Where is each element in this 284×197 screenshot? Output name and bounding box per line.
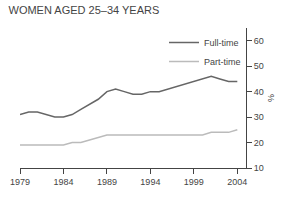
svg-text:1979: 1979 xyxy=(10,177,30,187)
svg-text:50: 50 xyxy=(254,61,264,71)
svg-text:Full-time: Full-time xyxy=(204,38,239,48)
svg-text:WOMEN AGED 25–34 YEARS: WOMEN AGED 25–34 YEARS xyxy=(9,4,160,16)
svg-text:2004: 2004 xyxy=(227,177,247,187)
svg-text:1989: 1989 xyxy=(97,177,117,187)
svg-text:10: 10 xyxy=(254,163,264,173)
svg-text:1999: 1999 xyxy=(184,177,204,187)
svg-text:20: 20 xyxy=(254,138,264,148)
svg-text:Part-time: Part-time xyxy=(204,57,241,67)
svg-text:1994: 1994 xyxy=(140,177,160,187)
svg-text:60: 60 xyxy=(254,36,264,46)
svg-text:1984: 1984 xyxy=(53,177,73,187)
svg-text:40: 40 xyxy=(254,87,264,97)
svg-text:30: 30 xyxy=(254,112,264,122)
svg-text:%: % xyxy=(266,94,276,102)
